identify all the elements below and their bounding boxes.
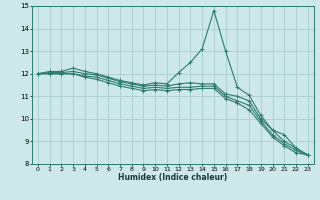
X-axis label: Humidex (Indice chaleur): Humidex (Indice chaleur) xyxy=(118,173,228,182)
